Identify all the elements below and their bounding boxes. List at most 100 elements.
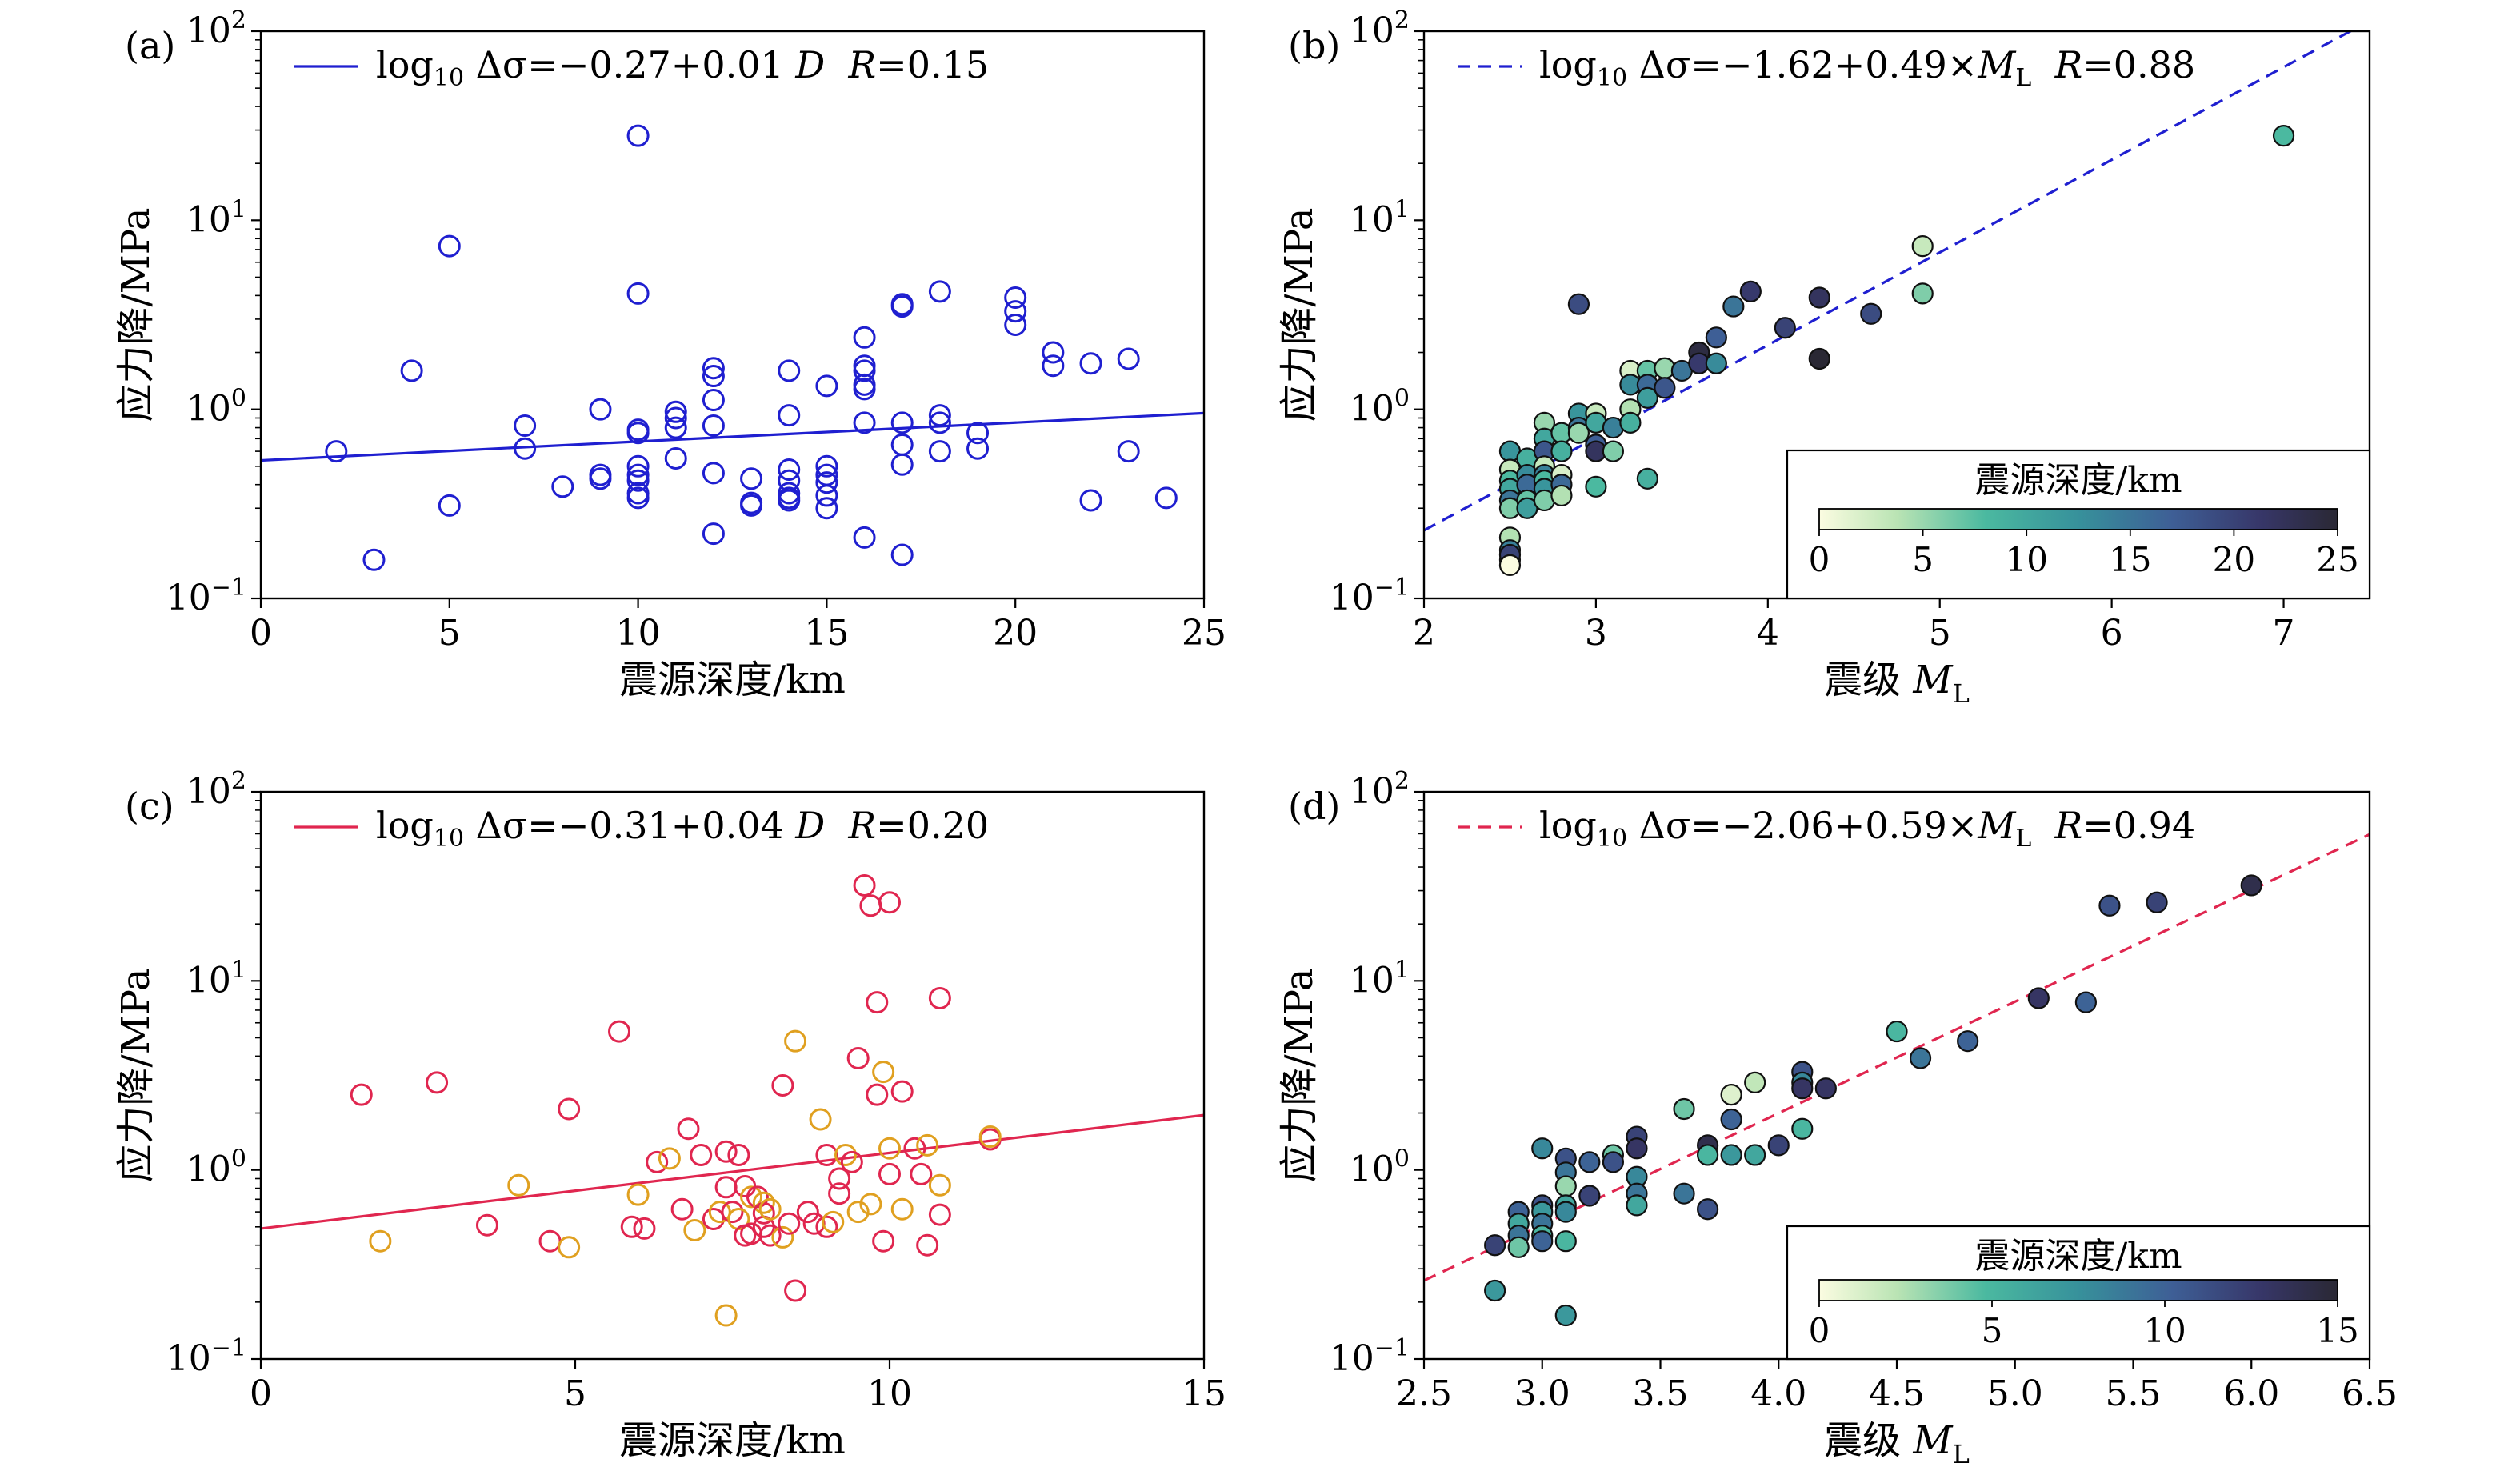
data-point [1808, 286, 1830, 309]
colorbar: 震源深度/km 0 5 10 15 20 25 [1786, 449, 2371, 600]
x-tick-label: 7 [2273, 613, 2295, 654]
data-point [778, 1212, 801, 1235]
data-point [815, 1143, 838, 1166]
data-point [426, 1071, 449, 1094]
data-point [702, 414, 725, 438]
y-axis-title: 应力降/MPa [114, 968, 158, 1182]
data-point [1911, 282, 1934, 305]
data-point [1079, 489, 1102, 512]
points [325, 124, 1178, 571]
y-tick-label: 100 [1350, 385, 1410, 430]
data-point [1602, 1151, 1625, 1173]
data-point [1720, 1084, 1742, 1106]
x-tick-label: 2 [1413, 613, 1435, 654]
data-point [1567, 293, 1590, 315]
data-point [1004, 313, 1027, 336]
panel-c: 0 5 10 15 10−1 100 101 102 震源深度/km 应力降/MPa (c) log1… [114, 767, 1226, 1463]
data-point [752, 1191, 775, 1214]
x-tick-label: 15 [804, 613, 849, 654]
x-tick-label: 5.0 [1987, 1373, 2043, 1414]
data-point [890, 1080, 914, 1103]
data-point [1484, 1234, 1506, 1257]
data-point [890, 411, 914, 434]
y-tick-label: 10−1 [166, 574, 246, 618]
data-point [815, 484, 838, 507]
y-tick-label: 101 [1350, 195, 1410, 240]
x-tick-label: 0 [250, 1373, 272, 1414]
data-point [626, 469, 650, 492]
colorbar-tick-label: 0 [1809, 1311, 1830, 1350]
data-point [400, 359, 423, 382]
data-point [928, 1173, 951, 1197]
data-point [1554, 1201, 1577, 1223]
plot-frame [259, 790, 1206, 1361]
data-point [916, 1233, 939, 1257]
data-point [778, 489, 801, 512]
data-point [589, 398, 612, 421]
legend-text: log10 Δσ=−1.62+0.49×ML R=0.88 [1539, 43, 2195, 92]
data-point [834, 1143, 857, 1166]
x-tick-label: 3.0 [1514, 1373, 1570, 1414]
data-point [740, 1185, 763, 1209]
data-point [1550, 484, 1573, 507]
data-point [910, 1162, 933, 1185]
data-point [626, 454, 650, 478]
data-point [702, 365, 725, 388]
data-point [853, 373, 876, 396]
data-point [2027, 987, 2050, 1009]
data-point [928, 404, 951, 427]
data-point [859, 894, 882, 917]
data-point [714, 1140, 738, 1163]
data-point [1673, 1097, 1695, 1121]
data-point [1578, 1185, 1601, 1207]
colorbar-tick-label: 15 [2109, 540, 2151, 579]
colorbar-tick-label: 15 [2316, 1311, 2358, 1350]
x-tick-label: 15 [1182, 1373, 1226, 1414]
data-point [890, 433, 914, 456]
data-point [1705, 326, 1727, 349]
panel-a: 0 5 10 15 20 25 10−1 100 101 102 震源深度/km 应力降/MPa (a)… [114, 6, 1226, 702]
data-point [853, 359, 876, 382]
data-point [784, 1279, 807, 1302]
data-point [1117, 440, 1140, 463]
data-point [758, 1197, 782, 1221]
data-point [878, 1162, 901, 1185]
data-point [350, 1083, 373, 1106]
x-tick-label: 4.0 [1750, 1373, 1806, 1414]
colorbar-tick-label: 5 [1982, 1311, 2003, 1350]
data-point [966, 437, 990, 460]
data-point [740, 494, 763, 517]
data-point [828, 1167, 851, 1190]
data-point [658, 1147, 681, 1170]
y-tick-label: 100 [186, 385, 246, 430]
data-point [670, 1197, 694, 1221]
data-point [1636, 386, 1658, 409]
colorbar-tick-label: 5 [1912, 540, 1934, 579]
x-tick-label: 6.5 [2342, 1373, 2398, 1414]
data-point [890, 543, 914, 566]
data-point [1909, 1047, 1932, 1069]
data-point [626, 422, 650, 445]
data-point [1774, 317, 1796, 339]
y-tick-label: 100 [1350, 1145, 1410, 1190]
data-point [903, 1137, 926, 1160]
x-tick-label: 3 [1585, 613, 1607, 654]
plot-frame [259, 30, 1206, 600]
data-point [740, 467, 763, 490]
data-point [878, 1137, 901, 1160]
legend-text: log10 Δσ=−0.27+0.01 D R=0.15 [376, 43, 989, 92]
data-point [714, 1176, 738, 1199]
data-point [771, 1073, 794, 1097]
data-point [1531, 1137, 1554, 1160]
data-point [846, 1201, 870, 1224]
panel-label: (c) [125, 785, 174, 828]
points [1484, 874, 2262, 1327]
data-point [626, 463, 650, 486]
data-point [978, 1125, 1002, 1149]
colorbar-tick-label: 10 [2143, 1311, 2186, 1350]
data-point [1042, 354, 1065, 378]
data-point [758, 1224, 782, 1247]
data-point [966, 422, 990, 445]
data-point [683, 1219, 706, 1241]
data-point [664, 447, 687, 470]
